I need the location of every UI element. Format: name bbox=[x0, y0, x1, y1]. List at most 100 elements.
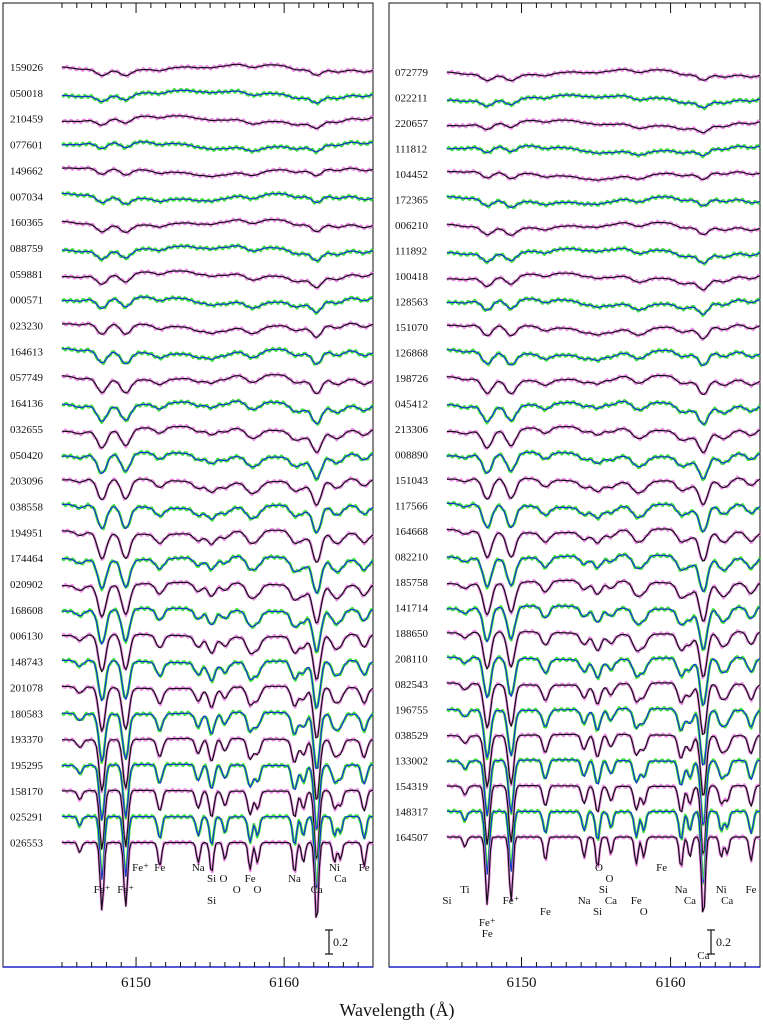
element-line-label: Ni bbox=[329, 862, 340, 874]
model-spectrum bbox=[446, 554, 761, 592]
star-id-label: 082543 bbox=[395, 679, 429, 691]
star-id-label: 201078 bbox=[10, 682, 44, 694]
element-line-label: O bbox=[233, 884, 241, 896]
model-spectrum bbox=[446, 324, 761, 340]
model-spectrum bbox=[446, 682, 761, 736]
element-line-label: Fe⁺ bbox=[479, 917, 496, 929]
x-axis-title: Wavelength (Å) bbox=[339, 1000, 454, 1021]
star-id-label: 174464 bbox=[10, 553, 44, 565]
observed-spectrum bbox=[446, 66, 762, 84]
model-spectrum bbox=[62, 529, 374, 563]
element-line-label: Na bbox=[675, 884, 688, 896]
star-id-label: 148743 bbox=[10, 657, 44, 669]
star-id-label: 180583 bbox=[10, 708, 44, 720]
model-spectrum bbox=[446, 145, 761, 157]
element-line-label: Fe bbox=[482, 928, 493, 940]
star-id-label: 020902 bbox=[10, 579, 43, 591]
observed-spectrum bbox=[446, 143, 761, 159]
element-line-label: O bbox=[605, 873, 613, 885]
star-id-label: 006210 bbox=[395, 220, 429, 232]
star-id-label: 210459 bbox=[10, 114, 44, 126]
model-spectrum bbox=[62, 841, 373, 918]
star-id-label: 164136 bbox=[10, 398, 44, 410]
model-spectrum bbox=[446, 221, 761, 236]
model-spectrum bbox=[446, 68, 761, 82]
model-spectrum bbox=[447, 708, 761, 766]
star-id-label: 023230 bbox=[10, 321, 44, 333]
model-spectrum bbox=[61, 322, 374, 338]
model-spectrum bbox=[447, 528, 761, 562]
scale-bar-label: 0.2 bbox=[716, 935, 731, 949]
star-id-label: 154319 bbox=[395, 781, 429, 793]
model-spectrum bbox=[61, 478, 374, 506]
element-line-label: Si bbox=[207, 895, 216, 907]
model-spectrum bbox=[62, 607, 374, 652]
model-spectrum bbox=[61, 141, 374, 153]
element-line-label: Fe⁺ bbox=[132, 862, 149, 874]
element-line-label: Fe bbox=[154, 862, 165, 874]
element-line-label: Fe bbox=[746, 884, 757, 896]
star-id-label: 164668 bbox=[395, 526, 429, 538]
model-spectrum bbox=[62, 763, 374, 830]
model-spectrum bbox=[446, 810, 760, 884]
star-id-label: 007034 bbox=[10, 191, 44, 203]
star-id-label: 126868 bbox=[395, 348, 429, 360]
star-id-label: 141714 bbox=[395, 603, 429, 615]
model-spectrum bbox=[446, 374, 761, 396]
model-spectrum bbox=[61, 451, 374, 480]
star-id-label: 026553 bbox=[10, 838, 44, 850]
element-line-label: Na bbox=[192, 862, 205, 874]
star-id-label: 006130 bbox=[10, 631, 44, 643]
observed-spectrum bbox=[447, 808, 761, 885]
observed-spectrum bbox=[60, 372, 375, 395]
model-spectrum bbox=[61, 555, 374, 594]
star-id-label: 133002 bbox=[395, 756, 428, 768]
model-spectrum bbox=[447, 196, 761, 208]
observed-spectrum bbox=[446, 322, 761, 342]
model-spectrum bbox=[447, 836, 760, 913]
star-id-label: 050420 bbox=[10, 450, 44, 462]
element-line-label: Ti bbox=[460, 884, 469, 896]
observed-spectrum bbox=[60, 449, 374, 482]
star-id-label: 117566 bbox=[395, 501, 428, 513]
observed-spectrum bbox=[60, 527, 375, 563]
observed-spectrum bbox=[445, 194, 761, 210]
star-id-label: 193370 bbox=[10, 734, 44, 746]
star-id-label: 151070 bbox=[395, 322, 429, 334]
model-spectrum bbox=[447, 502, 761, 533]
element-line-label: Fe bbox=[245, 873, 256, 885]
star-id-label: 104452 bbox=[395, 169, 428, 181]
star-id-label: 164507 bbox=[395, 832, 429, 844]
element-line-label: Fe⁺ bbox=[94, 884, 111, 896]
model-spectrum bbox=[447, 119, 761, 134]
element-line-label: O bbox=[254, 884, 262, 896]
observed-spectrum bbox=[446, 757, 761, 827]
element-line-label: Si bbox=[207, 873, 216, 885]
star-id-label: 148317 bbox=[395, 807, 429, 819]
observed-spectrum bbox=[61, 346, 374, 366]
observed-spectrum bbox=[445, 372, 762, 396]
element-line-label: Ca bbox=[605, 895, 617, 907]
model-spectrum bbox=[61, 63, 374, 77]
element-line-label: Si bbox=[593, 906, 602, 918]
star-id-label: 111812 bbox=[395, 144, 427, 156]
left-panel: 6150 6160 159026 050018 210459 077601 149662 00… bbox=[10, 3, 375, 991]
model-spectrum bbox=[447, 759, 761, 826]
model-spectrum bbox=[61, 400, 374, 425]
model-spectrum bbox=[62, 581, 374, 624]
star-id-label: 159026 bbox=[10, 62, 44, 74]
star-id-label: 059881 bbox=[10, 269, 43, 281]
star-id-label: 208110 bbox=[395, 654, 428, 666]
model-spectrum bbox=[446, 477, 761, 505]
model-spectrum bbox=[446, 247, 761, 264]
element-line-label: Si bbox=[599, 884, 608, 896]
model-spectrum bbox=[446, 400, 761, 425]
element-line-label: Ca bbox=[697, 950, 709, 962]
model-spectrum bbox=[62, 815, 374, 889]
observed-spectrum bbox=[61, 139, 374, 155]
element-line-label: Ca bbox=[334, 873, 346, 885]
model-spectrum bbox=[61, 219, 374, 233]
model-spectrum bbox=[447, 272, 761, 291]
observed-spectrum bbox=[446, 782, 761, 857]
